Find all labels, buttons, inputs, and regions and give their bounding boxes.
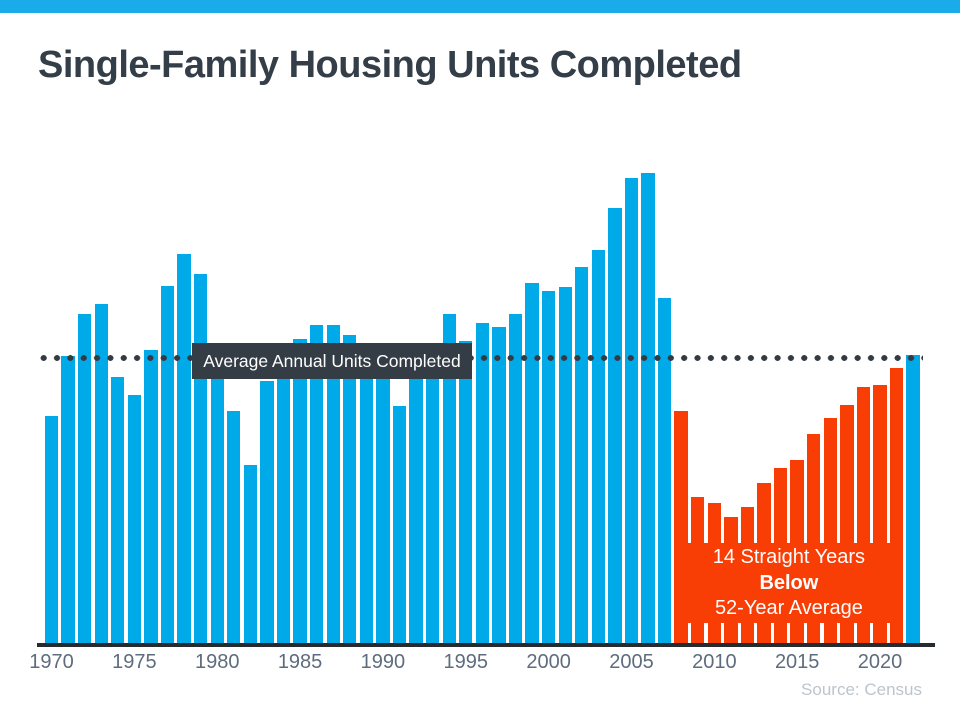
- bar-1994: [442, 314, 456, 645]
- x-axis-line: [37, 643, 935, 647]
- bar-1973: [94, 303, 108, 645]
- bar-1970: [44, 416, 59, 645]
- top-banner: [0, 0, 960, 13]
- bar-2003: [591, 249, 606, 645]
- bar-1989: [359, 352, 374, 645]
- x-tick-1990: 1990: [360, 651, 406, 673]
- bar-1997: [492, 326, 506, 645]
- bar-1990: [376, 369, 390, 645]
- bar-2006: [641, 173, 655, 645]
- bar-2002: [575, 266, 589, 645]
- bar-1986: [309, 325, 324, 645]
- bar-2005: [624, 178, 639, 645]
- bar-1988: [343, 335, 357, 645]
- x-tick-1985: 1985: [277, 651, 323, 673]
- bar-1978: [177, 254, 191, 645]
- bar-2022: [906, 354, 920, 645]
- bar-1976: [144, 350, 158, 645]
- annotation-line-2: Below: [759, 571, 819, 594]
- average-line-label: Average Annual Units Completed: [192, 343, 472, 379]
- bar-1987: [326, 324, 340, 645]
- bar-1972: [77, 314, 92, 645]
- x-tick-2020: 2020: [857, 651, 903, 673]
- bar-1992: [409, 369, 423, 645]
- bar-1999: [525, 282, 539, 645]
- bar-1996: [475, 322, 490, 645]
- bar-2000: [541, 290, 556, 645]
- bar-1971: [61, 355, 75, 645]
- below-average-annotation: 14 Straight Years Below 52-Year Average: [674, 543, 904, 623]
- bar-1983: [260, 381, 274, 645]
- x-tick-2010: 2010: [692, 651, 737, 673]
- bar-1975: [127, 395, 142, 645]
- bar-1995: [459, 340, 473, 645]
- x-tick-1995: 1995: [443, 651, 489, 673]
- bar-1982: [243, 464, 258, 645]
- x-tick-1975: 1975: [112, 651, 157, 673]
- bar-2001: [558, 286, 572, 645]
- bar-1981: [227, 411, 241, 645]
- bar-1998: [508, 314, 523, 645]
- bar-1977: [160, 286, 175, 645]
- bar-1974: [111, 376, 125, 645]
- annotation-line-3: 52-Year Average: [714, 597, 863, 619]
- bar-1980: [210, 371, 224, 645]
- average-dotted-line: [37, 355, 923, 362]
- x-tick-2005: 2005: [609, 651, 654, 673]
- x-tick-2000: 2000: [526, 651, 571, 673]
- bar-1985: [293, 339, 307, 645]
- x-tick-1980: 1980: [194, 651, 240, 673]
- bar-1984: [276, 352, 291, 645]
- bar-2004: [608, 208, 622, 645]
- annotation-line-1: 14 Straight Years: [712, 546, 866, 568]
- bar-1979: [193, 273, 208, 645]
- source-note: Source: Census: [801, 680, 922, 699]
- page-title: Single-Family Housing Units Completed: [38, 44, 742, 86]
- bar-1993: [425, 348, 440, 645]
- bar-1991: [392, 405, 407, 645]
- x-tick-1970: 1970: [29, 651, 74, 673]
- x-tick-2015: 2015: [774, 651, 820, 673]
- bar-2007: [657, 297, 672, 645]
